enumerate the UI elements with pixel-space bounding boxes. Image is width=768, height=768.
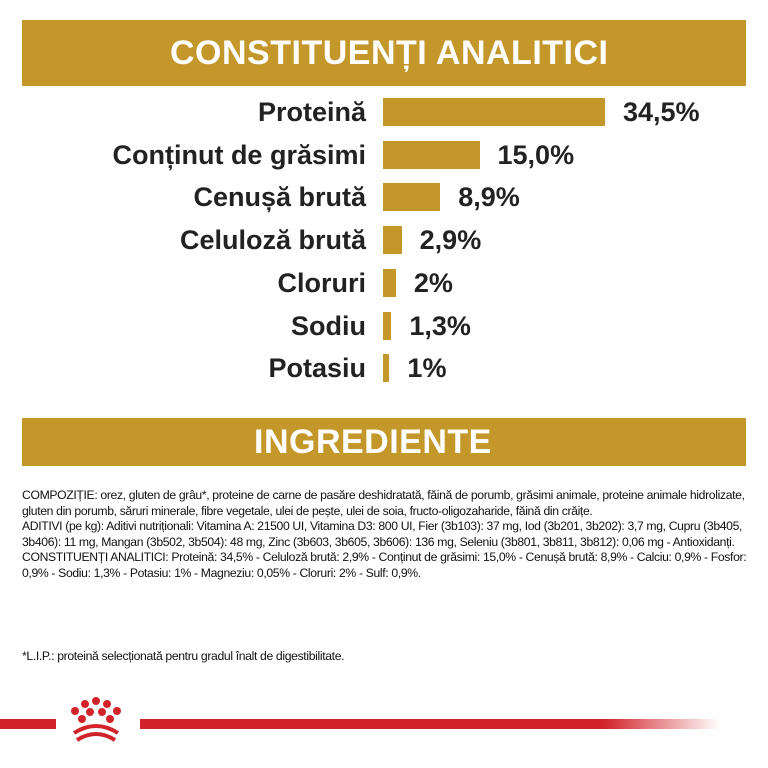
- value-label: 2,9%: [419, 225, 482, 255]
- category-label: Proteină: [257, 97, 366, 127]
- category-label: Conținut de grăsimi: [112, 140, 366, 170]
- ingredients-header-title: INGREDIENTE: [254, 422, 492, 461]
- bar: [383, 354, 390, 382]
- crown-logo-icon: [71, 697, 121, 742]
- category-label: Cloruri: [277, 268, 366, 298]
- chart-row: Celuloză brută 2,9%: [0, 220, 768, 260]
- category-label: Potasiu: [268, 353, 366, 383]
- chart-row: Potasiu 1%: [0, 348, 768, 388]
- category-label: Celuloză brută: [179, 225, 366, 255]
- chart-row: Sodiu 1,3%: [0, 306, 768, 346]
- composition-text: COMPOZIȚIE: orez, gluten de grâu*, prote…: [22, 488, 745, 518]
- analytic-constituents-header: CONSTITUENȚI ANALITICI: [22, 20, 746, 86]
- bar: [383, 141, 480, 169]
- bar: [383, 312, 392, 340]
- chart-row: Conținut de grăsimi 15,0%: [0, 135, 768, 175]
- value-label: 2%: [413, 268, 453, 298]
- chart-row: Cenușă brută 8,9%: [0, 177, 768, 217]
- bar: [383, 183, 441, 211]
- value-label: 34,5%: [623, 97, 700, 127]
- additives-text: ADITIVI (pe kg): Aditivi nutriționali: V…: [22, 519, 743, 549]
- analytic-text: CONSTITUENȚI ANALITICI: Proteină: 34,5% …: [22, 550, 747, 580]
- ingredients-header: INGREDIENTE: [22, 418, 746, 466]
- analytic-header-title: CONSTITUENȚI ANALITICI: [170, 33, 609, 72]
- bar: [383, 98, 605, 126]
- ingredients-text: COMPOZIȚIE: orez, gluten de grâu*, prote…: [22, 488, 752, 582]
- value-label: 8,9%: [458, 182, 520, 212]
- value-label: 15,0%: [497, 140, 575, 170]
- category-label: Sodiu: [291, 311, 366, 341]
- chart-row: Proteină 34,5%: [0, 92, 768, 132]
- category-label: Cenușă brută: [193, 182, 366, 212]
- brand-line-left: [0, 719, 56, 729]
- brand-line-right: [140, 719, 720, 729]
- chart-row: Cloruri 2%: [0, 263, 768, 303]
- value-label: 1,3%: [409, 311, 471, 341]
- bar: [383, 269, 396, 297]
- value-label: 1%: [407, 353, 447, 383]
- bar: [383, 226, 402, 254]
- footnote-text: *L.I.P.: proteină selecționată pentru gr…: [22, 649, 345, 663]
